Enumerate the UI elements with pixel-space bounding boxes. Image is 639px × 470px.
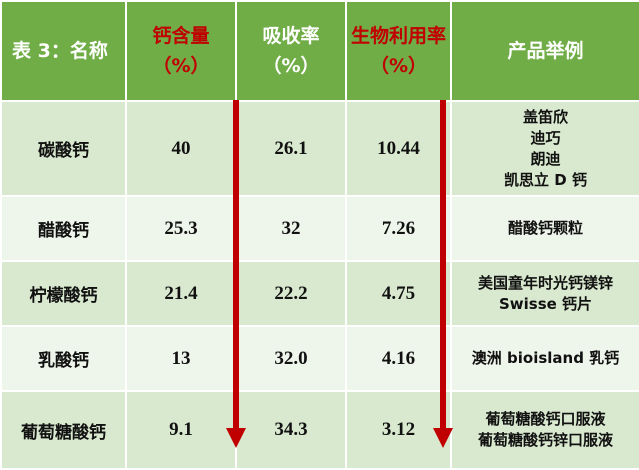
cell-products: 醋酸钙颗粒	[450, 195, 639, 262]
cell-products: 美国童年时光钙镁锌 Swisse 钙片	[450, 260, 639, 327]
cell-bioavailability: 4.75	[345, 260, 452, 327]
cell-absorption: 34.3	[235, 390, 347, 470]
table-row: 乳酸钙 13 32.0 4.16 澳洲 bioisland 乳钙	[0, 325, 639, 392]
table-row: 醋酸钙 25.3 32 7.26 醋酸钙颗粒	[0, 195, 639, 262]
product-item: Swisse 钙片	[498, 294, 593, 313]
product-item: 美国童年时光钙镁锌	[477, 273, 613, 292]
cell-name: 柠檬酸钙	[0, 260, 127, 327]
cell-products: 澳洲 bioisland 乳钙	[450, 325, 639, 392]
cell-calcium: 21.4	[125, 260, 237, 327]
product-item: 葡萄糖酸钙口服液	[485, 410, 606, 428]
cell-bioavailability: 7.26	[345, 195, 452, 262]
product-item: 迪巧	[530, 128, 561, 147]
header-absorption-rate: 吸收率 （%）	[235, 0, 347, 102]
cell-name: 碳酸钙	[0, 100, 127, 197]
cell-absorption: 22.2	[235, 260, 347, 327]
cell-bioavailability: 4.16	[345, 325, 452, 392]
table-row: 柠檬酸钙 21.4 22.2 4.75 美国童年时光钙镁锌 Swisse 钙片	[0, 260, 639, 327]
header-row: 表 3：名称 钙含量 （%） 吸收率 （%） 生物利用率 （%） 产品举例	[0, 0, 639, 102]
cell-absorption: 26.1	[235, 100, 347, 197]
header-product-examples: 产品举例	[450, 0, 639, 102]
product-item: 朗迪	[530, 149, 561, 168]
product-item: 醋酸钙颗粒	[507, 219, 583, 237]
cell-name: 乳酸钙	[0, 325, 127, 392]
cell-name: 葡萄糖酸钙	[0, 390, 127, 470]
down-arrow-icon	[433, 100, 453, 448]
table-row: 碳酸钙 40 26.1 10.44 盖笛欣 迪巧 朗迪 凯思立 D 钙	[0, 100, 639, 197]
product-item: 葡萄糖酸钙锌口服液	[477, 431, 613, 449]
cell-calcium: 13	[125, 325, 237, 392]
cell-calcium: 40	[125, 100, 237, 197]
product-item: 盖笛欣	[522, 107, 568, 126]
cell-bioavailability: 10.44	[345, 100, 452, 197]
cell-products: 葡萄糖酸钙口服液 葡萄糖酸钙锌口服液	[450, 390, 639, 470]
header-calcium-content: 钙含量 （%）	[125, 0, 237, 102]
cell-name: 醋酸钙	[0, 195, 127, 262]
header-bioavailability: 生物利用率 （%）	[345, 0, 452, 102]
header-name: 表 3：名称	[0, 0, 127, 102]
cell-calcium: 9.1	[125, 390, 237, 470]
cell-absorption: 32	[235, 195, 347, 262]
product-item: 凯思立 D 钙	[504, 170, 587, 189]
cell-products: 盖笛欣 迪巧 朗迪 凯思立 D 钙	[450, 100, 639, 197]
table-row: 葡萄糖酸钙 9.1 34.3 3.12 葡萄糖酸钙口服液 葡萄糖酸钙锌口服液	[0, 390, 639, 470]
product-item: 澳洲 bioisland 乳钙	[471, 349, 620, 367]
cell-absorption: 32.0	[235, 325, 347, 392]
cell-calcium: 25.3	[125, 195, 237, 262]
down-arrow-icon	[226, 100, 246, 448]
